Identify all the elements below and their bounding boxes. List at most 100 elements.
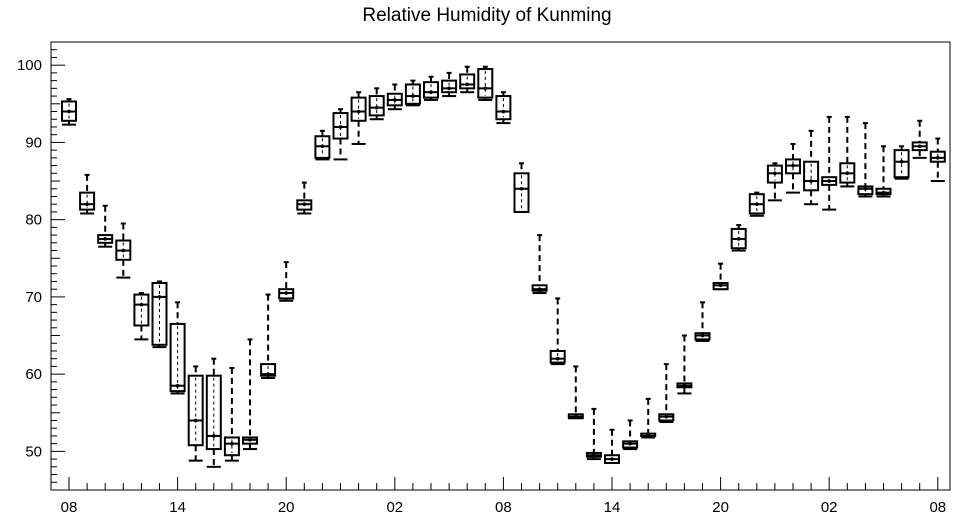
x-tick-label: 14 (169, 499, 186, 516)
box-mean-dot (917, 144, 922, 149)
box-32 (640, 397, 657, 439)
box-mean-dot (175, 383, 180, 388)
box-body (513, 172, 530, 213)
box-22 (459, 65, 476, 94)
y-tick-label: 50 (25, 443, 42, 460)
box-body (423, 81, 439, 99)
box-body (151, 281, 168, 346)
box-mean-dot (899, 159, 904, 164)
x-tick-label: 14 (604, 499, 621, 516)
y-tick-label: 90 (25, 134, 42, 151)
box-mean-dot (411, 94, 415, 98)
box-7 (187, 365, 204, 462)
box-0 (61, 98, 77, 126)
box-mean-dot (483, 86, 488, 91)
box-9 (223, 366, 240, 462)
box-mean-dot (139, 302, 144, 307)
box-mean-dot (809, 179, 813, 183)
box-body (350, 96, 367, 122)
box-16 (350, 91, 367, 145)
y-tick-label: 70 (25, 289, 42, 306)
box-mean-dot (465, 82, 470, 87)
box-body (495, 95, 512, 121)
box-mean-dot (646, 434, 650, 438)
x-tick-label: 02 (386, 499, 403, 516)
box-8 (205, 357, 222, 468)
box-27 (549, 297, 566, 366)
box-15 (332, 108, 349, 161)
box-mean-dot (610, 457, 614, 461)
y-tick-label: 100 (17, 57, 42, 74)
box-mean-dot (320, 144, 325, 149)
box-mean-dot (266, 372, 270, 376)
box-mean-dot (447, 86, 451, 91)
box-body (549, 349, 566, 364)
box-35 (694, 301, 711, 342)
box-6 (169, 301, 186, 395)
box-mean-dot (863, 186, 868, 191)
y-tick-label: 60 (25, 366, 42, 383)
box-mean-dot (827, 179, 831, 183)
box-33 (658, 363, 675, 424)
box-mean-dot (736, 237, 741, 241)
box-19 (404, 79, 421, 107)
box-mean-dot (519, 186, 524, 191)
box-41 (803, 129, 820, 206)
box-mean-dot (230, 441, 234, 446)
y-axis: 50 60 70 80 90 100 (17, 41, 65, 491)
box-20 (423, 75, 439, 101)
box-26 (531, 234, 548, 295)
x-tick-label: 20 (712, 499, 729, 516)
box-37 (730, 224, 747, 252)
box-mean-dot (356, 109, 361, 114)
box-23 (477, 65, 494, 101)
box-18 (386, 83, 403, 111)
box-mean-dot (628, 441, 632, 446)
box-mean-dot (682, 383, 687, 388)
box-mean-dot (193, 418, 198, 423)
box-series (61, 65, 946, 468)
box-mean-dot (537, 287, 542, 291)
box-36 (712, 262, 729, 291)
box-mean-dot (85, 202, 89, 207)
box-mean-dot (248, 437, 252, 442)
box-29 (585, 407, 602, 461)
box-mean-dot (501, 109, 506, 114)
x-tick-label: 02 (821, 499, 838, 516)
box-mean-dot (103, 237, 107, 241)
box-mean-dot (718, 283, 723, 288)
box-mean-dot (338, 125, 343, 129)
box-1 (79, 173, 96, 215)
box-mean-dot (592, 453, 596, 458)
box-48 (929, 137, 946, 183)
box-21 (441, 71, 458, 98)
box-3 (115, 222, 132, 279)
y-tick-label: 80 (25, 212, 42, 229)
box-43 (839, 115, 856, 188)
box-body (893, 149, 910, 179)
box-46 (893, 145, 910, 180)
box-2 (97, 204, 114, 248)
box-4 (133, 292, 150, 341)
box-mean-dot (429, 90, 433, 95)
box-47 (911, 119, 928, 159)
x-axis: 08 14 20 02 08 14 20 02 08 (61, 477, 946, 516)
box-mean-dot (157, 295, 162, 299)
box-mean-dot (393, 98, 397, 102)
box-mean-dot (881, 190, 886, 195)
box-mean-dot (555, 356, 560, 361)
box-17 (368, 87, 385, 121)
box-mean-dot (755, 202, 759, 207)
box-mean-dot (302, 202, 307, 207)
box-mean-dot (121, 248, 126, 253)
box-31 (622, 419, 639, 451)
box-12 (278, 261, 295, 302)
box-mean-dot (67, 109, 71, 114)
box-5 (151, 280, 168, 349)
chart-title: Relative Humidity of Kunming (362, 5, 611, 26)
x-tick-label: 08 (61, 499, 78, 516)
box-mean-dot (212, 434, 216, 438)
box-mean-dot (664, 414, 669, 419)
box-body (441, 79, 458, 94)
